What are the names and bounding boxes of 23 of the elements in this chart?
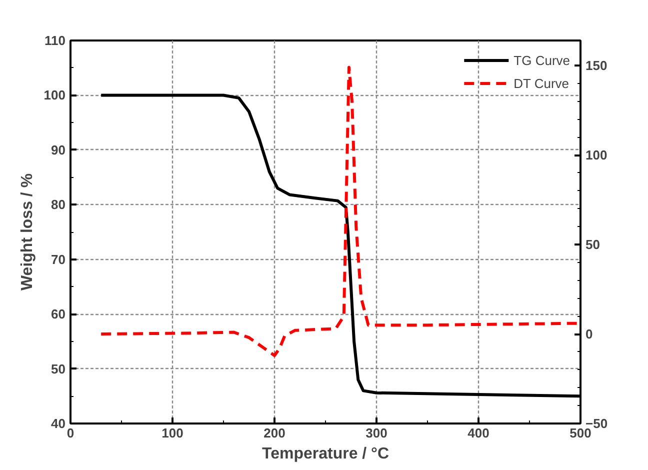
line-series: [100, 94, 580, 398]
x-tick-label: 300: [366, 426, 388, 440]
y-tick-label: 60: [51, 306, 66, 322]
y-tick-label: 90: [51, 142, 66, 158]
y-axis-title: Weight loss / %: [18, 173, 36, 291]
y-tick-label: 100: [44, 88, 66, 103]
x-tick-label: 500: [570, 426, 592, 440]
x-tick-label: 200: [264, 426, 286, 440]
x-tick-label: 100: [162, 426, 184, 440]
y-tick-label: 110: [44, 33, 66, 48]
y2-tick-label: 50: [586, 237, 600, 252]
y2-tick-label: 100: [586, 148, 608, 163]
x-axis-title: Temperature / °C: [262, 446, 390, 462]
y2-tick-label: 0: [586, 326, 593, 342]
y-tick-label: 80: [51, 197, 66, 212]
y-tick-label: 70: [51, 252, 66, 267]
x-tick-label: 0: [66, 426, 74, 440]
y-tick-label: 50: [51, 361, 66, 376]
legend-label: TG Curve: [514, 52, 570, 68]
x-tick-label: 400: [468, 426, 490, 440]
y2-tick-label: 150: [586, 58, 608, 74]
legend-label: DT Curve: [514, 76, 570, 90]
y-tick-label: 40: [51, 416, 66, 431]
